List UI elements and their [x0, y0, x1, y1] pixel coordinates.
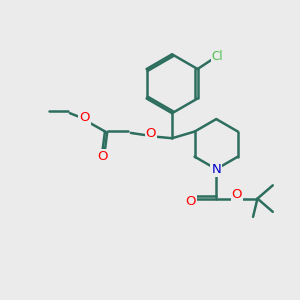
Text: O: O [232, 188, 242, 201]
Text: N: N [212, 163, 221, 176]
Text: O: O [97, 150, 107, 163]
Text: Cl: Cl [212, 50, 223, 63]
Text: O: O [146, 127, 156, 140]
Text: O: O [185, 195, 196, 208]
Text: O: O [79, 111, 90, 124]
